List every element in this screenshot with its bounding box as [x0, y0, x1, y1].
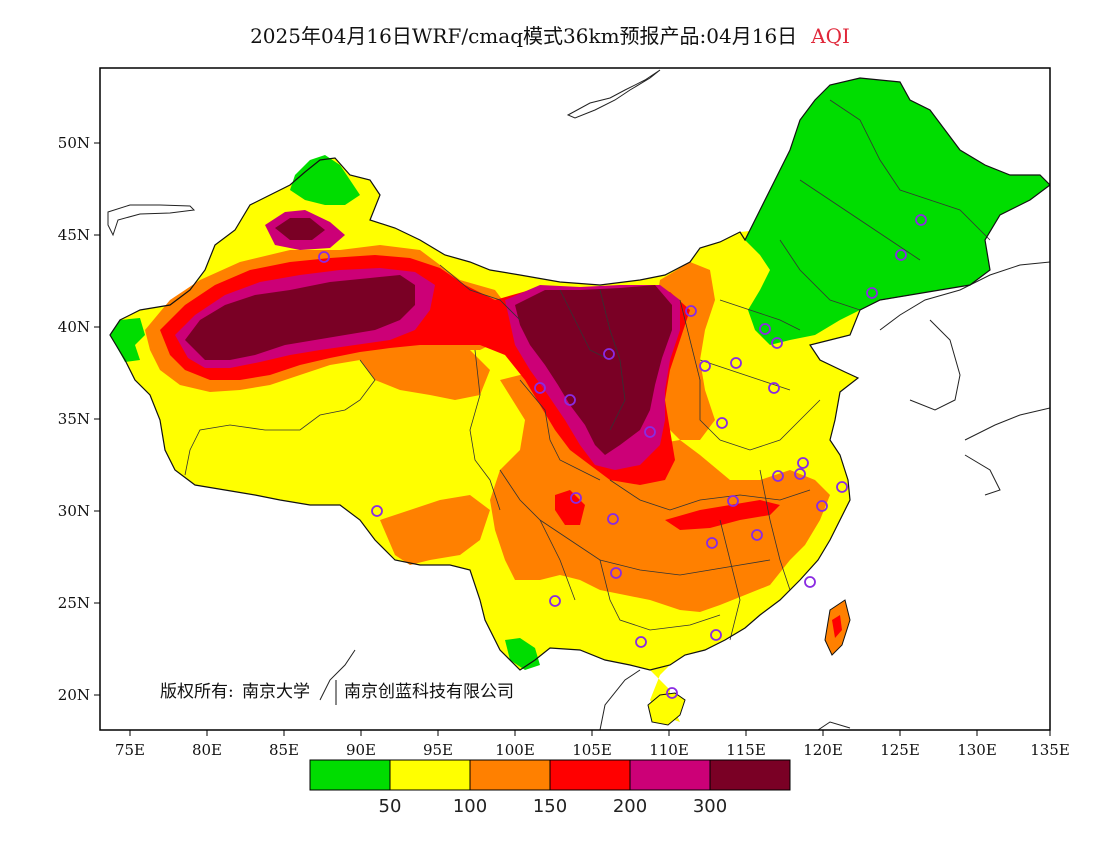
- colorbar-swatch-2: [469, 759, 551, 791]
- colorbar-label: 100: [453, 796, 487, 817]
- colorbar-label: 300: [693, 796, 727, 817]
- colorbar-swatch-0: [309, 759, 391, 791]
- station-marker: [816, 500, 828, 512]
- map-frame: [99, 67, 1051, 731]
- aqi-zone-green-altai: [290, 155, 360, 205]
- lat-label: 50N: [58, 134, 90, 152]
- china-border: [109, 77, 1050, 671]
- station-marker: [564, 394, 576, 406]
- lat-label: 30N: [58, 502, 90, 520]
- colorbar-swatch-5: [709, 759, 791, 791]
- station-marker: [716, 417, 728, 429]
- station-marker: [759, 323, 771, 335]
- coastline-kazakhstan: [107, 204, 196, 237]
- station-marker: [794, 468, 806, 480]
- aqi-zone-red-sichuan: [555, 490, 585, 525]
- station-marker: [666, 687, 678, 699]
- aqi-zone-maroon-tarim: [185, 275, 415, 360]
- station-marker: [570, 492, 582, 504]
- lon-label: 95E: [423, 741, 453, 759]
- station-marker: [603, 348, 615, 360]
- lon-label: 105E: [572, 741, 612, 759]
- hainan-island: [647, 692, 686, 726]
- colorbar-swatch-1: [389, 759, 471, 791]
- aqi-zone-green-northeast: [745, 78, 1050, 345]
- station-marker: [836, 481, 848, 493]
- colorbar-swatch-4: [629, 759, 711, 791]
- lat-axis: 50N 45N 40N 35N 30N 25N 20N: [58, 134, 100, 704]
- station-marker: [771, 337, 783, 349]
- copyright-org-nju: 南京大学: [242, 682, 310, 702]
- colorbar-label: 150: [533, 796, 567, 817]
- lon-label: 110E: [649, 741, 689, 759]
- lon-axis: 75E 80E 85E 90E 95E 100E 105E 110E 115E …: [115, 730, 1070, 759]
- station-marker: [610, 567, 622, 579]
- aqi-zone-red-hubei: [665, 500, 780, 530]
- station-marker: [866, 287, 878, 299]
- lon-label: 100E: [495, 741, 535, 759]
- copyright-org-chuanglan: 南京创蓝科技有限公司: [344, 682, 514, 702]
- station-marker: [915, 214, 927, 226]
- station-marker: [895, 249, 907, 261]
- lat-label: 35N: [58, 410, 90, 428]
- station-marker: [534, 382, 546, 394]
- lon-label: 85E: [269, 741, 299, 759]
- station-marker: [804, 576, 816, 588]
- station-marker: [635, 636, 647, 648]
- station-marker: [797, 457, 809, 469]
- station-marker: [607, 513, 619, 525]
- lon-label: 90E: [346, 741, 376, 759]
- map-title: 2025年04月16日WRF/cmaq模式36km预报产品:04月16日 AQI: [0, 20, 1100, 49]
- lon-label: 115E: [726, 741, 766, 759]
- station-marker: [751, 529, 763, 541]
- lon-label: 80E: [192, 741, 222, 759]
- coastline-japan-korea: [879, 261, 1050, 496]
- station-marker: [644, 426, 656, 438]
- lon-label: 130E: [957, 741, 997, 759]
- aqi-zone-red-taiwan-core: [832, 615, 842, 638]
- station-marker: [772, 470, 784, 482]
- colorbar-label: 200: [613, 796, 647, 817]
- copyright-label: 版权所有:: [160, 682, 234, 702]
- coastline-russia: [566, 69, 661, 119]
- aqi-zone-maroon-loess: [515, 285, 672, 455]
- station-marker: [710, 629, 722, 641]
- aqi-colorbar: 50 100 150 200 300: [309, 759, 791, 817]
- lat-label: 20N: [58, 686, 90, 704]
- lon-label: 125E: [880, 741, 920, 759]
- map-area: 版权所有: 南京大学 南京创蓝科技有限公司: [107, 69, 1050, 730]
- station-marker: [371, 505, 383, 517]
- lat-label: 25N: [58, 594, 90, 612]
- variable-label: AQI: [811, 24, 850, 48]
- colorbar-swatch-3: [549, 759, 631, 791]
- title-text: 2025年04月16日WRF/cmaq模式36km预报产品:04月16日: [250, 24, 798, 48]
- station-marker: [706, 537, 718, 549]
- aqi-zone-orange-qinghai: [360, 340, 490, 400]
- station-marker: [730, 357, 742, 369]
- lon-label: 135E: [1030, 741, 1070, 759]
- aqi-zone-green-west: [110, 318, 145, 362]
- lat-label: 40N: [58, 318, 90, 336]
- station-marker: [768, 382, 780, 394]
- station-marker: [549, 595, 561, 607]
- station-marker: [727, 495, 739, 507]
- coastline-indochina: [319, 649, 851, 730]
- aqi-zone-yellow: [110, 158, 860, 722]
- lat-label: 45N: [58, 226, 90, 244]
- lon-label: 120E: [803, 741, 843, 759]
- station-marker: [685, 305, 697, 317]
- station-markers: [318, 214, 927, 699]
- province-boundaries: [184, 99, 991, 641]
- aqi-zone-maroon-dzungaria: [275, 218, 325, 240]
- station-marker: [699, 360, 711, 372]
- station-marker: [318, 251, 330, 263]
- lon-label: 75E: [115, 741, 145, 759]
- aqi-zone-orange-tibet: [380, 495, 490, 565]
- colorbar-label: 50: [379, 796, 402, 817]
- taiwan-outline: [824, 599, 851, 656]
